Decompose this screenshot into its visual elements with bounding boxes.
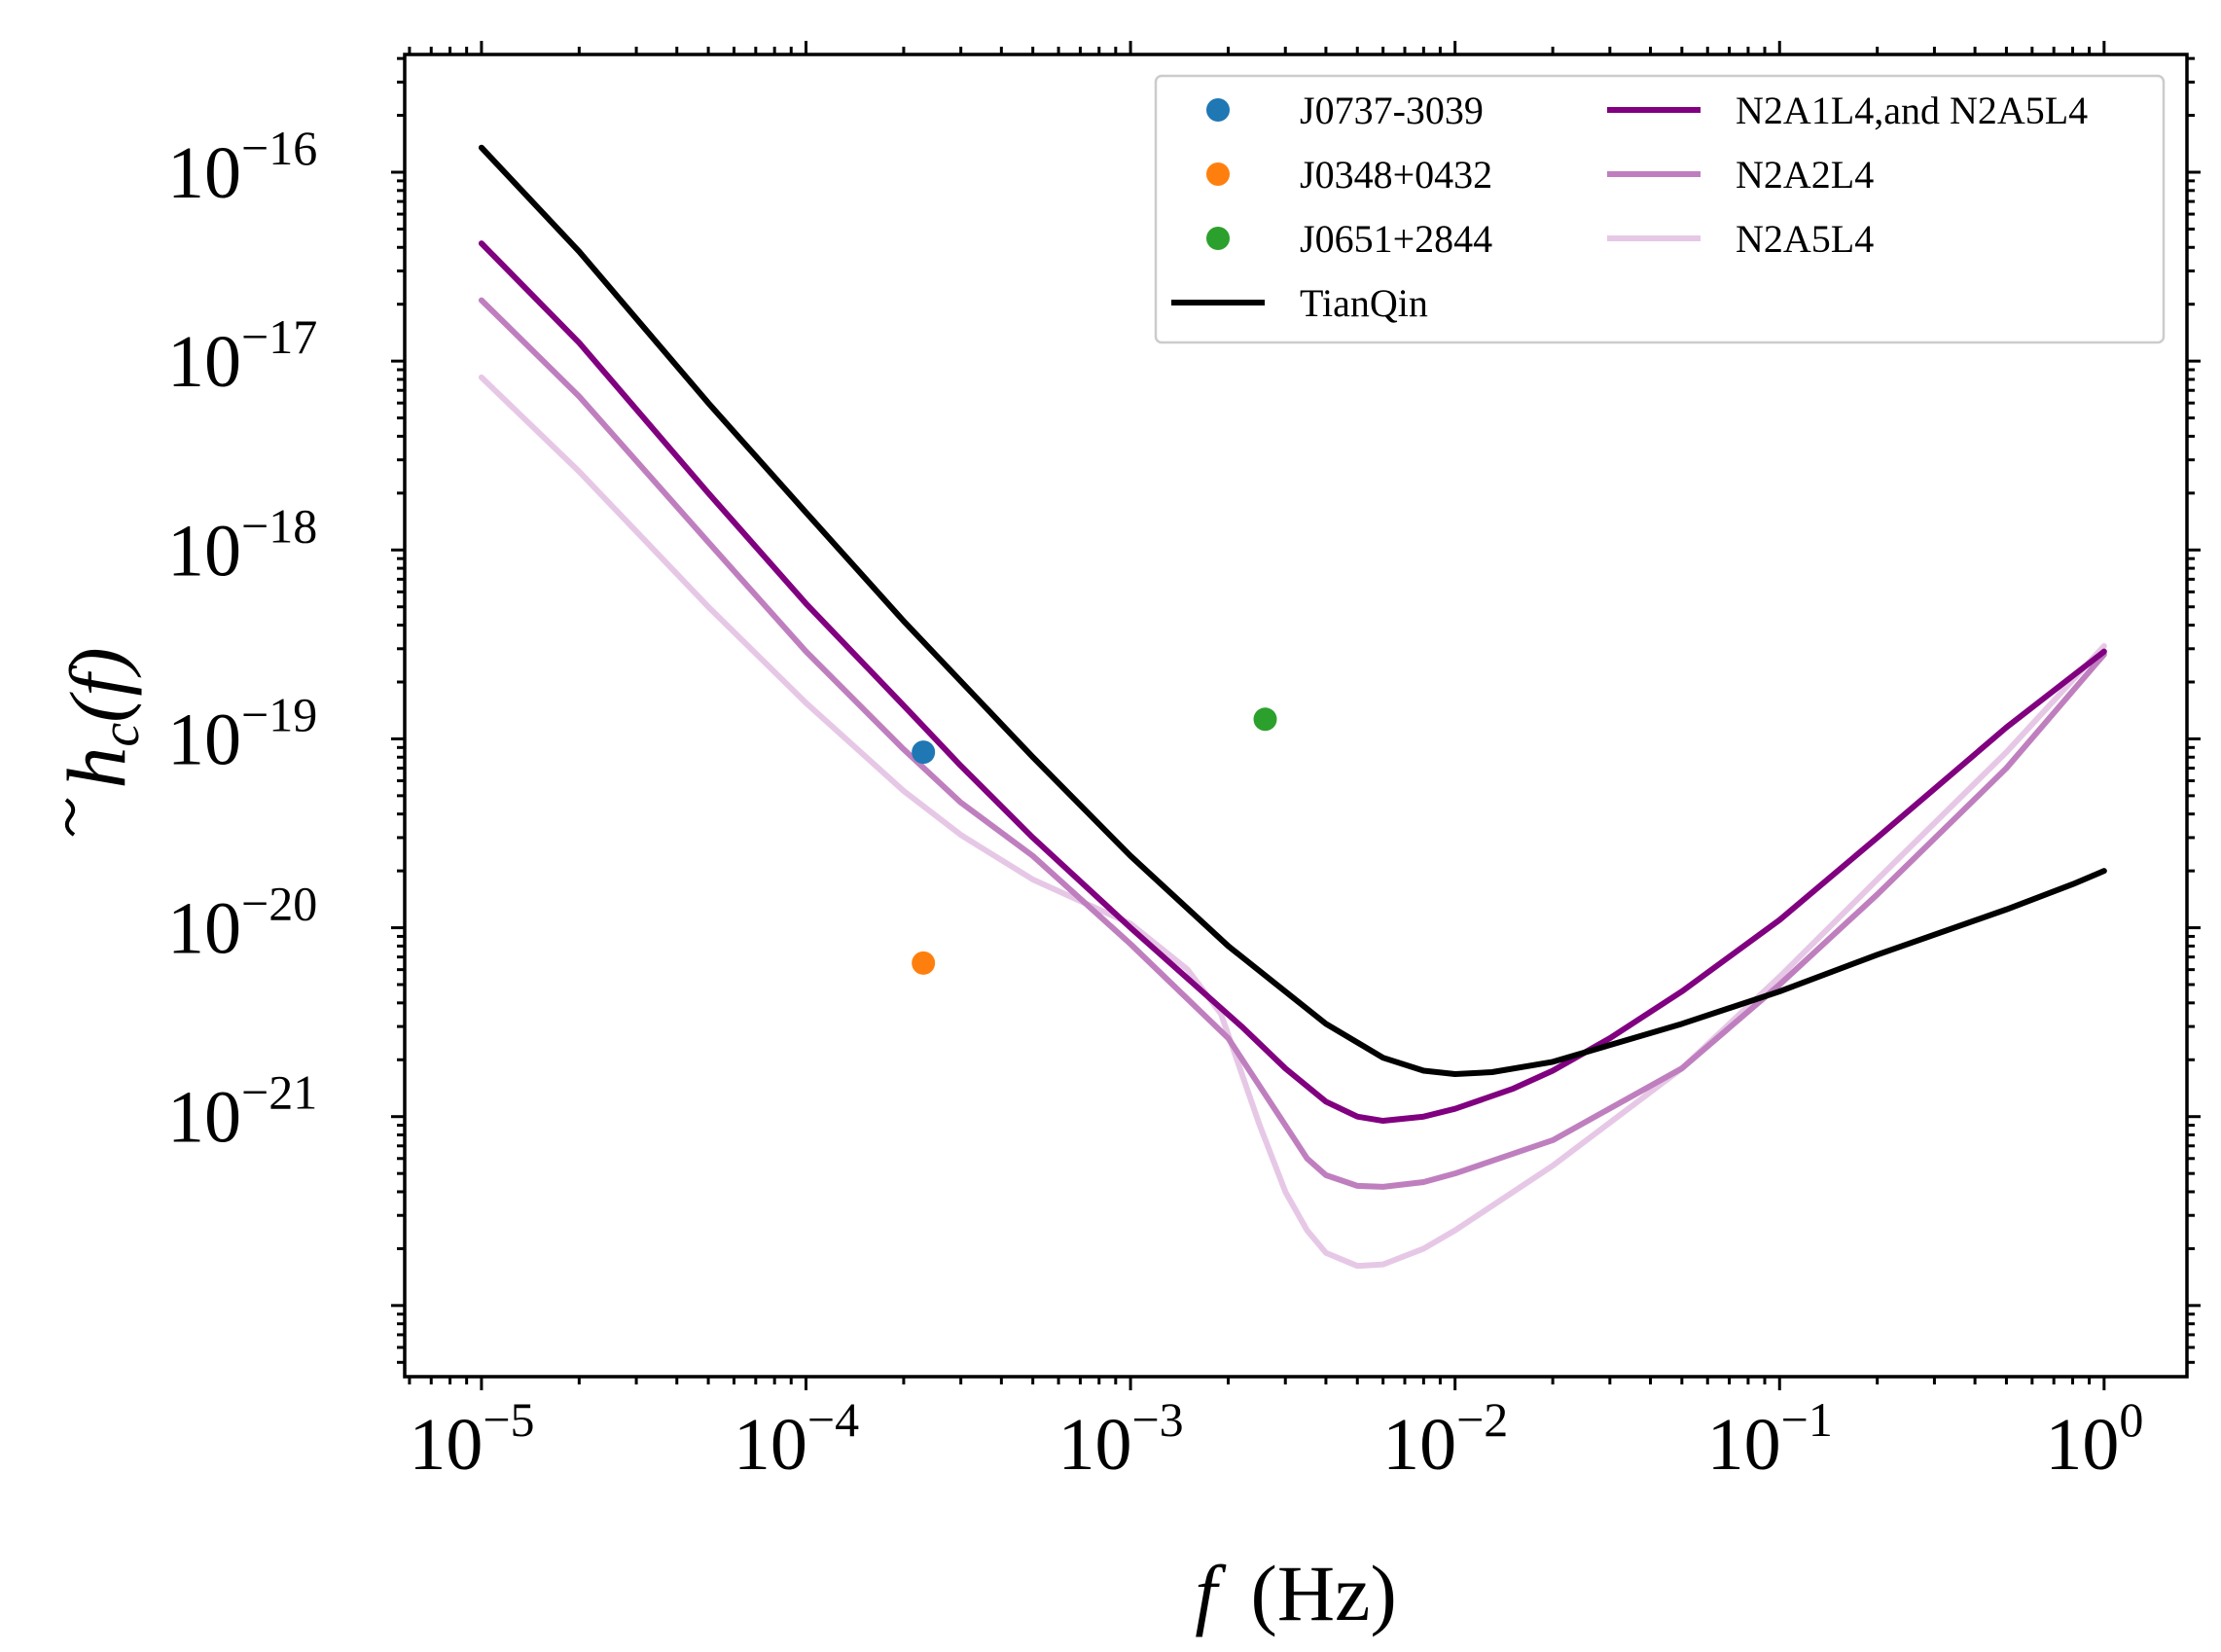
x-tick-label: 10−4 xyxy=(734,1392,859,1486)
x-tick-label: 10−5 xyxy=(409,1392,534,1486)
legend-label: N2A2L4 xyxy=(1736,153,1874,197)
y-axis-tilde xyxy=(64,798,76,837)
y-tick-label: 10−20 xyxy=(167,877,317,970)
legend-label: J0651+2844 xyxy=(1300,217,1492,261)
legend-entry: N2A5L4 xyxy=(1607,217,1874,261)
legend-marker xyxy=(1206,227,1230,250)
x-tick-label: 10−2 xyxy=(1382,1392,1508,1486)
y-axis-subscript: c xyxy=(90,723,151,747)
point-j0737-3039 xyxy=(912,740,936,765)
point-j0651-2844 xyxy=(1253,707,1277,732)
legend-marker xyxy=(1206,98,1230,122)
legend-entry: TianQin xyxy=(1171,281,1428,325)
legend-label: J0737-3039 xyxy=(1300,89,1484,132)
legend-entries: J0737-3039 J0348+0432 J0651+2844 TianQin N2A… xyxy=(1171,89,2088,325)
legend-entry: J0348+0432 xyxy=(1206,153,1492,197)
series-layer xyxy=(478,144,2107,1270)
y-tick-label: 10−19 xyxy=(167,687,317,780)
series-line-tianqin xyxy=(478,144,2107,1077)
y-tick-label: 10−17 xyxy=(167,309,317,403)
legend-entry: N2A1L4,and N2A5L4 xyxy=(1607,89,2088,132)
x-tick-label: 100 xyxy=(2045,1392,2143,1486)
tick-labels-layer: 10−5 10−4 10−3 10−2 10−1 100 10−16 10−17 10−18 10… xyxy=(167,121,2143,1486)
x-tick-label: 10−3 xyxy=(1057,1392,1183,1486)
x-axis-title: f (Hz) xyxy=(1195,1549,1397,1637)
legend-label: J0348+0432 xyxy=(1300,153,1492,197)
x-axis-unit: (Hz) xyxy=(1251,1549,1397,1637)
y-tick-label: 10−16 xyxy=(167,121,317,214)
y-tick-label: 10−21 xyxy=(167,1065,317,1159)
legend-entry: J0651+2844 xyxy=(1206,217,1492,261)
y-axis-title: hc(f) xyxy=(50,647,151,837)
point-j0348-0432 xyxy=(912,951,936,975)
series-line-n2a1l4-and-n2a5l4 xyxy=(478,240,2107,1125)
y-axis-symbol: h xyxy=(50,747,143,789)
plot-frame xyxy=(403,53,2189,1379)
legend-box xyxy=(1154,74,2166,344)
legend-label: N2A5L4 xyxy=(1736,217,1874,261)
legend-entry: N2A2L4 xyxy=(1607,153,1874,197)
y-axis-arg: (f) xyxy=(54,647,142,722)
svg-text:hc(f): hc(f) xyxy=(50,647,151,788)
legend-label: N2A1L4,and N2A5L4 xyxy=(1736,89,2088,132)
y-tick-label: 10−18 xyxy=(167,498,317,592)
x-tick-label: 10−1 xyxy=(1707,1392,1833,1486)
legend-label: TianQin xyxy=(1300,281,1428,325)
points-layer xyxy=(912,707,1277,975)
x-axis-var: f xyxy=(1195,1549,1227,1637)
legend: J0737-3039 J0348+0432 J0651+2844 TianQin N2A… xyxy=(1154,74,2166,344)
legend-entry: J0737-3039 xyxy=(1206,89,1484,132)
series-line-n2a2l4 xyxy=(478,297,2107,1190)
legend-marker xyxy=(1206,162,1230,186)
